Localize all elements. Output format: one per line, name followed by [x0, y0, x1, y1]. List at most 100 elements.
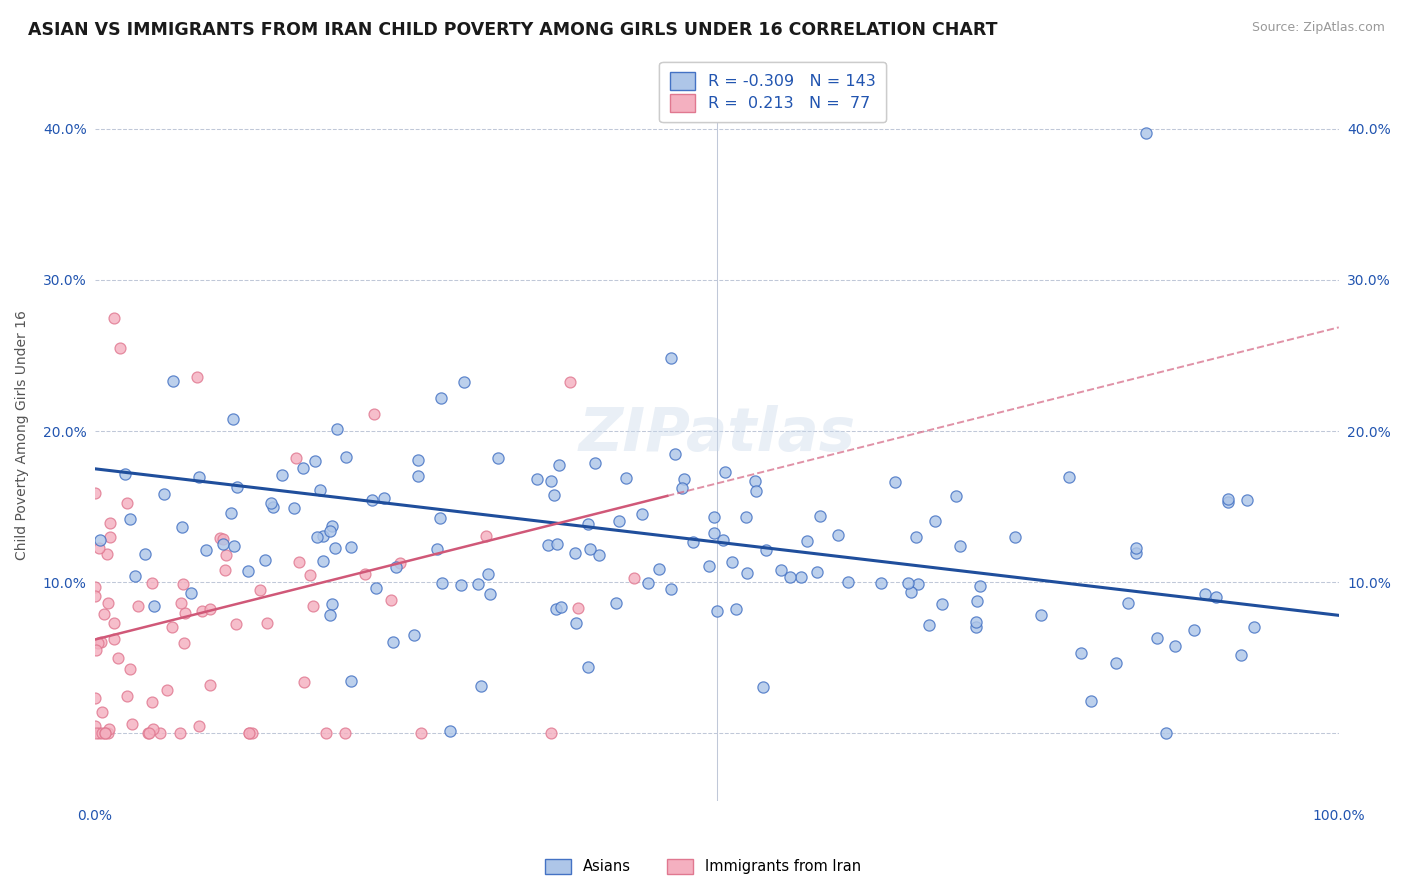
Point: [186, 370, 208, 384]
Point: [187, 719, 209, 733]
Point: [439, 723, 461, 738]
Point: [291, 461, 314, 475]
Point: [115, 496, 138, 510]
Point: [325, 541, 347, 555]
Point: [713, 533, 735, 547]
Point: [697, 558, 720, 573]
Point: [536, 538, 558, 552]
Point: [115, 689, 138, 703]
Point: [779, 569, 801, 583]
Point: [827, 528, 849, 542]
Point: [89, 541, 111, 555]
Point: [969, 579, 991, 593]
Point: [134, 547, 156, 561]
Point: [583, 457, 606, 471]
Point: [93, 607, 115, 621]
Point: [98, 530, 121, 544]
Point: [1146, 632, 1168, 646]
Point: [755, 543, 778, 558]
Point: [155, 683, 177, 698]
Point: [837, 575, 859, 590]
Point: [225, 616, 247, 631]
Point: [333, 726, 356, 740]
Point: [98, 516, 121, 531]
Point: [141, 723, 163, 737]
Point: [769, 563, 792, 577]
Point: [752, 681, 775, 695]
Point: [94, 726, 117, 740]
Point: [321, 518, 343, 533]
Point: [143, 599, 166, 613]
Point: [162, 620, 184, 634]
Point: [98, 722, 121, 736]
Text: ZIPatlas: ZIPatlas: [578, 405, 855, 465]
Point: [270, 468, 292, 483]
Point: [745, 483, 768, 498]
Point: [103, 310, 125, 325]
Point: [285, 450, 308, 465]
Point: [607, 514, 630, 528]
Point: [174, 606, 197, 620]
Point: [1135, 127, 1157, 141]
Point: [703, 526, 725, 541]
Point: [907, 577, 929, 591]
Point: [1105, 657, 1128, 671]
Point: [703, 510, 725, 524]
Point: [1125, 546, 1147, 560]
Point: [721, 555, 744, 569]
Point: [1216, 491, 1239, 506]
Point: [340, 540, 363, 554]
Point: [918, 617, 941, 632]
Point: [90, 705, 112, 719]
Point: [91, 726, 114, 740]
Point: [173, 636, 195, 650]
Point: [1156, 726, 1178, 740]
Point: [714, 465, 737, 479]
Point: [121, 717, 143, 731]
Point: [141, 695, 163, 709]
Point: [550, 600, 572, 615]
Point: [682, 534, 704, 549]
Point: [321, 597, 343, 611]
Point: [900, 585, 922, 599]
Point: [118, 512, 141, 526]
Point: [208, 531, 231, 545]
Point: [790, 570, 813, 584]
Point: [734, 510, 756, 524]
Point: [191, 605, 214, 619]
Point: [543, 488, 565, 502]
Point: [614, 471, 637, 485]
Point: [89, 533, 111, 547]
Point: [363, 407, 385, 421]
Point: [240, 726, 263, 740]
Point: [212, 532, 235, 546]
Point: [546, 536, 568, 550]
Point: [84, 690, 107, 705]
Point: [1125, 541, 1147, 556]
Point: [945, 490, 967, 504]
Point: [84, 719, 107, 733]
Point: [1080, 693, 1102, 707]
Point: [382, 635, 405, 649]
Point: [315, 726, 337, 740]
Point: [406, 453, 429, 467]
Point: [120, 662, 142, 676]
Point: [238, 726, 260, 740]
Point: [1004, 530, 1026, 544]
Point: [172, 520, 194, 534]
Point: [1194, 587, 1216, 601]
Point: [114, 467, 136, 482]
Point: [411, 726, 433, 740]
Point: [283, 500, 305, 515]
Point: [664, 447, 686, 461]
Point: [238, 726, 260, 740]
Point: [84, 486, 107, 500]
Point: [796, 534, 818, 549]
Point: [288, 555, 311, 569]
Point: [429, 511, 451, 525]
Point: [200, 601, 222, 615]
Point: [354, 567, 377, 582]
Point: [361, 492, 384, 507]
Point: [173, 577, 195, 591]
Point: [200, 678, 222, 692]
